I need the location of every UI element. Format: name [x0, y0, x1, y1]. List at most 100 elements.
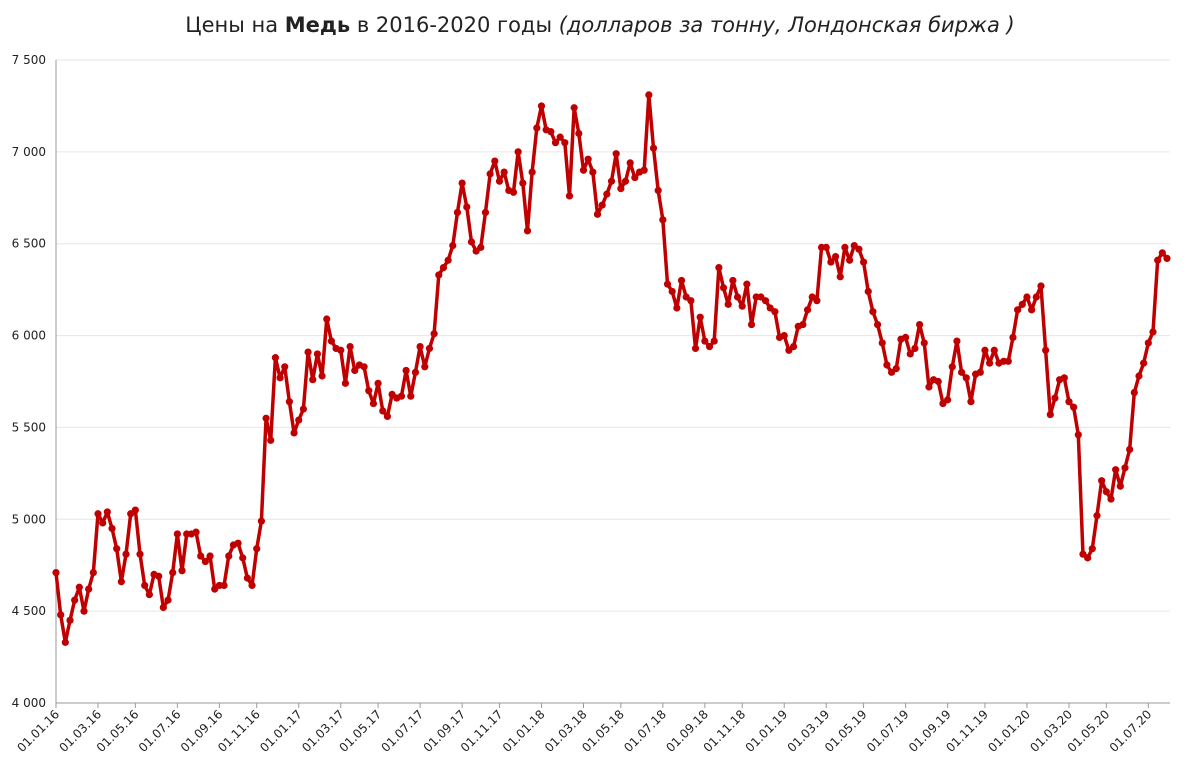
point: [1046, 410, 1054, 419]
point: [986, 359, 994, 367]
point: [136, 550, 144, 558]
point: [640, 166, 648, 174]
point: [206, 552, 214, 560]
point: [1009, 333, 1017, 342]
point: [1018, 300, 1026, 308]
point: [551, 139, 560, 147]
point: [645, 91, 653, 99]
point: [607, 177, 616, 185]
point: [458, 179, 466, 187]
point: [276, 374, 284, 382]
point: [234, 539, 242, 547]
point: [1074, 431, 1082, 439]
point: [701, 337, 709, 345]
point: [323, 315, 331, 323]
point: [1126, 445, 1134, 454]
point: [747, 320, 756, 329]
x-tick-label: 01.01.20: [985, 707, 1033, 755]
point: [57, 611, 65, 619]
x-tick-label: 01.01.18: [500, 707, 548, 755]
point: [262, 414, 270, 422]
point: [1149, 328, 1157, 336]
point: [159, 603, 167, 612]
point: [337, 346, 345, 354]
point: [449, 241, 457, 250]
point: [659, 216, 667, 224]
point: [327, 337, 336, 345]
point: [621, 177, 630, 185]
point: [519, 179, 527, 187]
point: [869, 308, 877, 316]
point: [453, 208, 462, 217]
point: [855, 245, 863, 253]
point: [691, 344, 700, 353]
point: [89, 568, 97, 577]
point: [318, 372, 326, 380]
point: [257, 517, 265, 525]
point: [467, 238, 476, 246]
point: [906, 350, 914, 358]
point: [309, 376, 317, 384]
point: [267, 436, 275, 444]
point: [313, 350, 322, 358]
point: [141, 581, 149, 590]
x-tick-label: 01.07.18: [621, 707, 669, 755]
point: [430, 330, 438, 338]
point: [397, 392, 406, 400]
point: [253, 545, 261, 553]
point: [589, 168, 597, 176]
title-part: Цены на: [185, 13, 284, 37]
point: [304, 348, 312, 356]
point: [1144, 339, 1152, 347]
point: [892, 365, 900, 373]
point: [705, 342, 714, 351]
price-line: [54, 93, 1169, 645]
point: [533, 124, 541, 132]
point: [108, 524, 116, 533]
point: [220, 581, 228, 590]
point: [1163, 254, 1171, 263]
point: [803, 306, 812, 314]
point: [173, 530, 181, 538]
point: [948, 363, 956, 371]
y-tick-label: 4 000: [12, 696, 46, 710]
point: [1107, 495, 1115, 503]
point: [598, 201, 606, 209]
point: [103, 508, 111, 516]
point: [537, 102, 546, 110]
point: [981, 346, 989, 354]
point: [299, 405, 308, 413]
point: [780, 331, 788, 340]
point: [416, 342, 424, 351]
y-tick-label: 6 500: [12, 237, 46, 251]
point: [295, 416, 303, 424]
point: [1158, 249, 1166, 257]
point: [1042, 346, 1050, 354]
point: [435, 271, 443, 279]
point: [1070, 403, 1078, 411]
point: [444, 256, 452, 264]
point: [668, 287, 676, 296]
point: [66, 616, 74, 624]
point: [201, 557, 209, 566]
point: [873, 320, 882, 329]
point: [836, 273, 844, 281]
point: [1084, 554, 1092, 562]
point: [514, 148, 522, 156]
point: [346, 342, 354, 351]
point: [192, 528, 200, 536]
point: [491, 157, 499, 165]
point: [113, 545, 121, 553]
point: [407, 392, 415, 400]
point: [841, 243, 849, 251]
point: [724, 300, 732, 308]
point: [677, 276, 686, 285]
point: [958, 368, 966, 376]
point: [696, 313, 704, 321]
point: [953, 337, 961, 345]
point: [239, 554, 247, 562]
point: [411, 368, 420, 376]
point: [1098, 477, 1106, 485]
point: [122, 550, 130, 558]
point: [360, 363, 368, 371]
